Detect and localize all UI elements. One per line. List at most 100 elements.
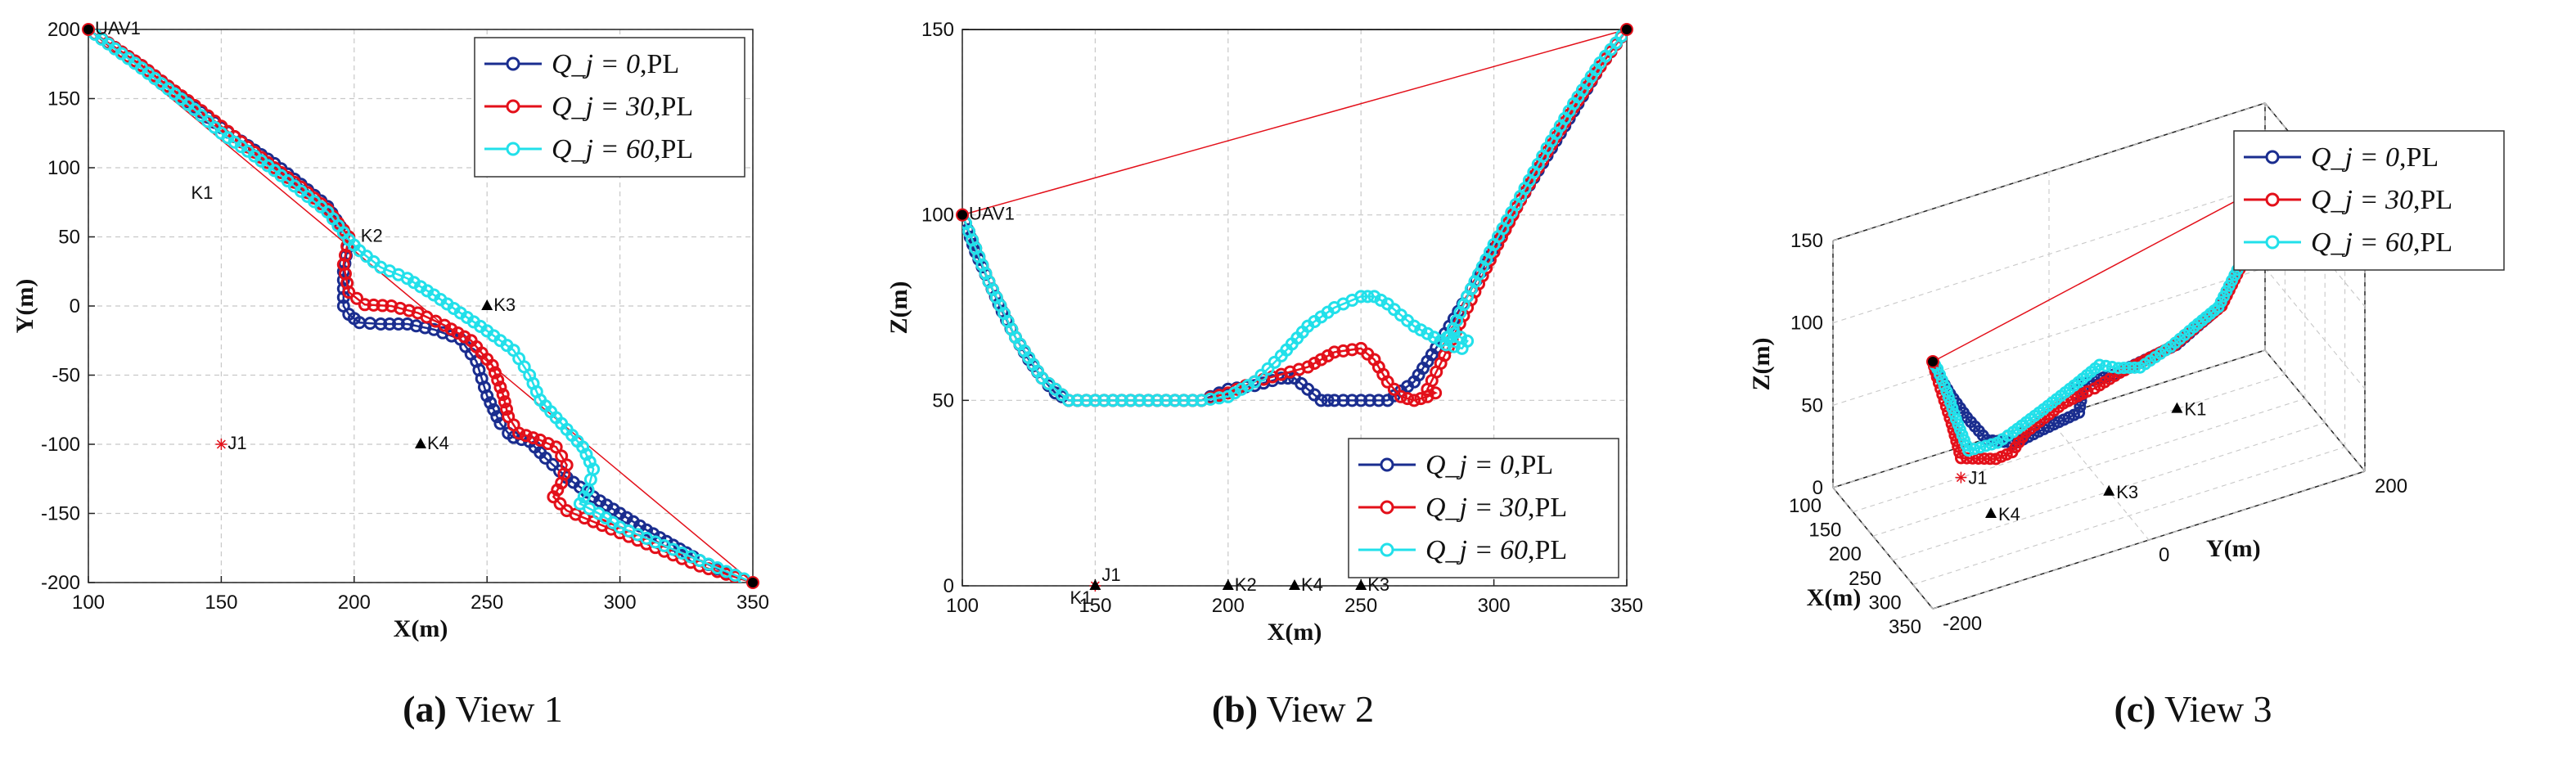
series-point [519, 429, 533, 443]
series-point [1177, 394, 1191, 407]
series-point [491, 373, 505, 387]
star-stroke [1956, 473, 1966, 483]
series-2 [1929, 179, 2272, 457]
series-point [1363, 394, 1377, 407]
series-point [1979, 439, 1993, 452]
x-tick-label: 300 [604, 592, 637, 614]
grid-line [2264, 349, 2366, 472]
series-point [512, 426, 526, 440]
caption-label: (b) [1211, 688, 1259, 730]
z-tick-label: 150 [1790, 230, 1823, 252]
legend-suffix: ,PL [640, 49, 679, 79]
series-point [1133, 394, 1146, 407]
legend-label: Q_j = 30,PL [2311, 185, 2452, 215]
grid-line [1872, 398, 2305, 537]
y-tick-label: 0 [2159, 544, 2169, 566]
y-tick-label: 50 [58, 227, 80, 249]
annotation-label: J1 [1101, 565, 1120, 585]
series-point [1989, 452, 2002, 466]
grid-line [1832, 185, 2266, 324]
legend-marker [1380, 500, 1394, 515]
series-point [1942, 390, 1955, 403]
series-point [1142, 394, 1155, 407]
grid-line [1832, 267, 2266, 406]
series-point [498, 395, 511, 409]
series-point [1212, 391, 1226, 405]
series-point [1974, 441, 1987, 454]
series-point [451, 326, 465, 340]
annotation-marker [1955, 471, 1967, 484]
series-point [350, 291, 364, 305]
series-point [1374, 293, 1388, 307]
legend-label: Q_j = 0,PL [552, 49, 679, 79]
series-point [1949, 412, 1962, 425]
series-point [374, 317, 388, 331]
series-point [1314, 394, 1328, 407]
annotation-label: K2 [361, 226, 383, 246]
legend-label: Q_j = 0,PL [2311, 142, 2439, 173]
series-point [1380, 375, 1394, 389]
y-axis-label: Z(m) [885, 281, 912, 335]
legend-marker [1380, 542, 1394, 557]
y-tick-label: 200 [2375, 475, 2407, 497]
caption-text: View 2 [1266, 688, 1375, 730]
legend-suffix: ,PL [2413, 185, 2452, 215]
series-point [579, 448, 593, 461]
y-tick-label: 200 [47, 19, 80, 41]
series-point [409, 319, 423, 333]
series-point [1227, 386, 1241, 400]
z-tick-label: 50 [1801, 394, 1823, 416]
series-point [1367, 290, 1381, 304]
series-point [487, 403, 501, 416]
series-point [2105, 361, 2119, 374]
series-point [1991, 436, 2004, 449]
series-point [1935, 374, 1948, 387]
legend-label: Q_j = 60,PL [552, 134, 693, 164]
series-point [1261, 362, 1275, 376]
series-point [583, 455, 597, 469]
annotation-marker [2171, 402, 2183, 413]
chart-view-2: 100 150 200 250 300 350 0 50 100 150 X(m) Z(m) UAV1 J… [885, 19, 1643, 646]
series-point [1978, 452, 1991, 466]
legend-marker [2265, 192, 2280, 207]
annotation-marker [1985, 507, 1997, 518]
x-tick-label: 150 [205, 592, 237, 614]
x-tick-label: 300 [1478, 595, 1511, 617]
series-point [1248, 375, 1262, 389]
goal-marker [1620, 23, 1633, 36]
y-tick-label: -150 [41, 503, 80, 525]
y-axis-label: Y(m) [11, 279, 38, 334]
annotation-label: K1 [1070, 587, 1092, 608]
annotation-label: K4 [427, 433, 449, 453]
x-axis-label: X(m) [1807, 584, 1862, 611]
series-point [1361, 290, 1375, 304]
series-point [1204, 392, 1218, 406]
x-tick-label: 300 [1869, 592, 1902, 614]
series-point [1427, 331, 1441, 344]
series-point [1336, 344, 1350, 358]
legend-suffix: ,PL [1528, 493, 1567, 523]
series-point [1938, 380, 1951, 393]
series-point [538, 451, 552, 465]
caption-view-1: (a) View 1 [237, 687, 728, 731]
caption-view-2: (b) View 2 [1047, 687, 1538, 731]
legend-label: Q_j = 30,PL [1425, 493, 1567, 523]
caption-text: View 1 [455, 688, 563, 730]
annotation-label: K3 [493, 295, 516, 315]
legend-suffix: ,PL [1514, 450, 1553, 480]
x-tick-label: 150 [1808, 520, 1841, 542]
annotation-label: K4 [1998, 504, 2020, 524]
series-point [1394, 389, 1407, 403]
grid-line [1832, 487, 1934, 610]
y-tick-label: 0 [70, 295, 80, 317]
chart-view-1: 100 150 200 250 300 350 -200 -150 -100 -50 0 50 100 1… [11, 18, 769, 642]
series-point [2118, 362, 2131, 375]
x-tick-label: 250 [1849, 568, 1881, 590]
series-point [1421, 326, 1434, 340]
series-point [546, 457, 560, 471]
series-point [526, 431, 540, 445]
annotation-label: K1 [2184, 399, 2206, 420]
x-axis-label: X(m) [394, 615, 448, 642]
series-point [1414, 323, 1428, 337]
